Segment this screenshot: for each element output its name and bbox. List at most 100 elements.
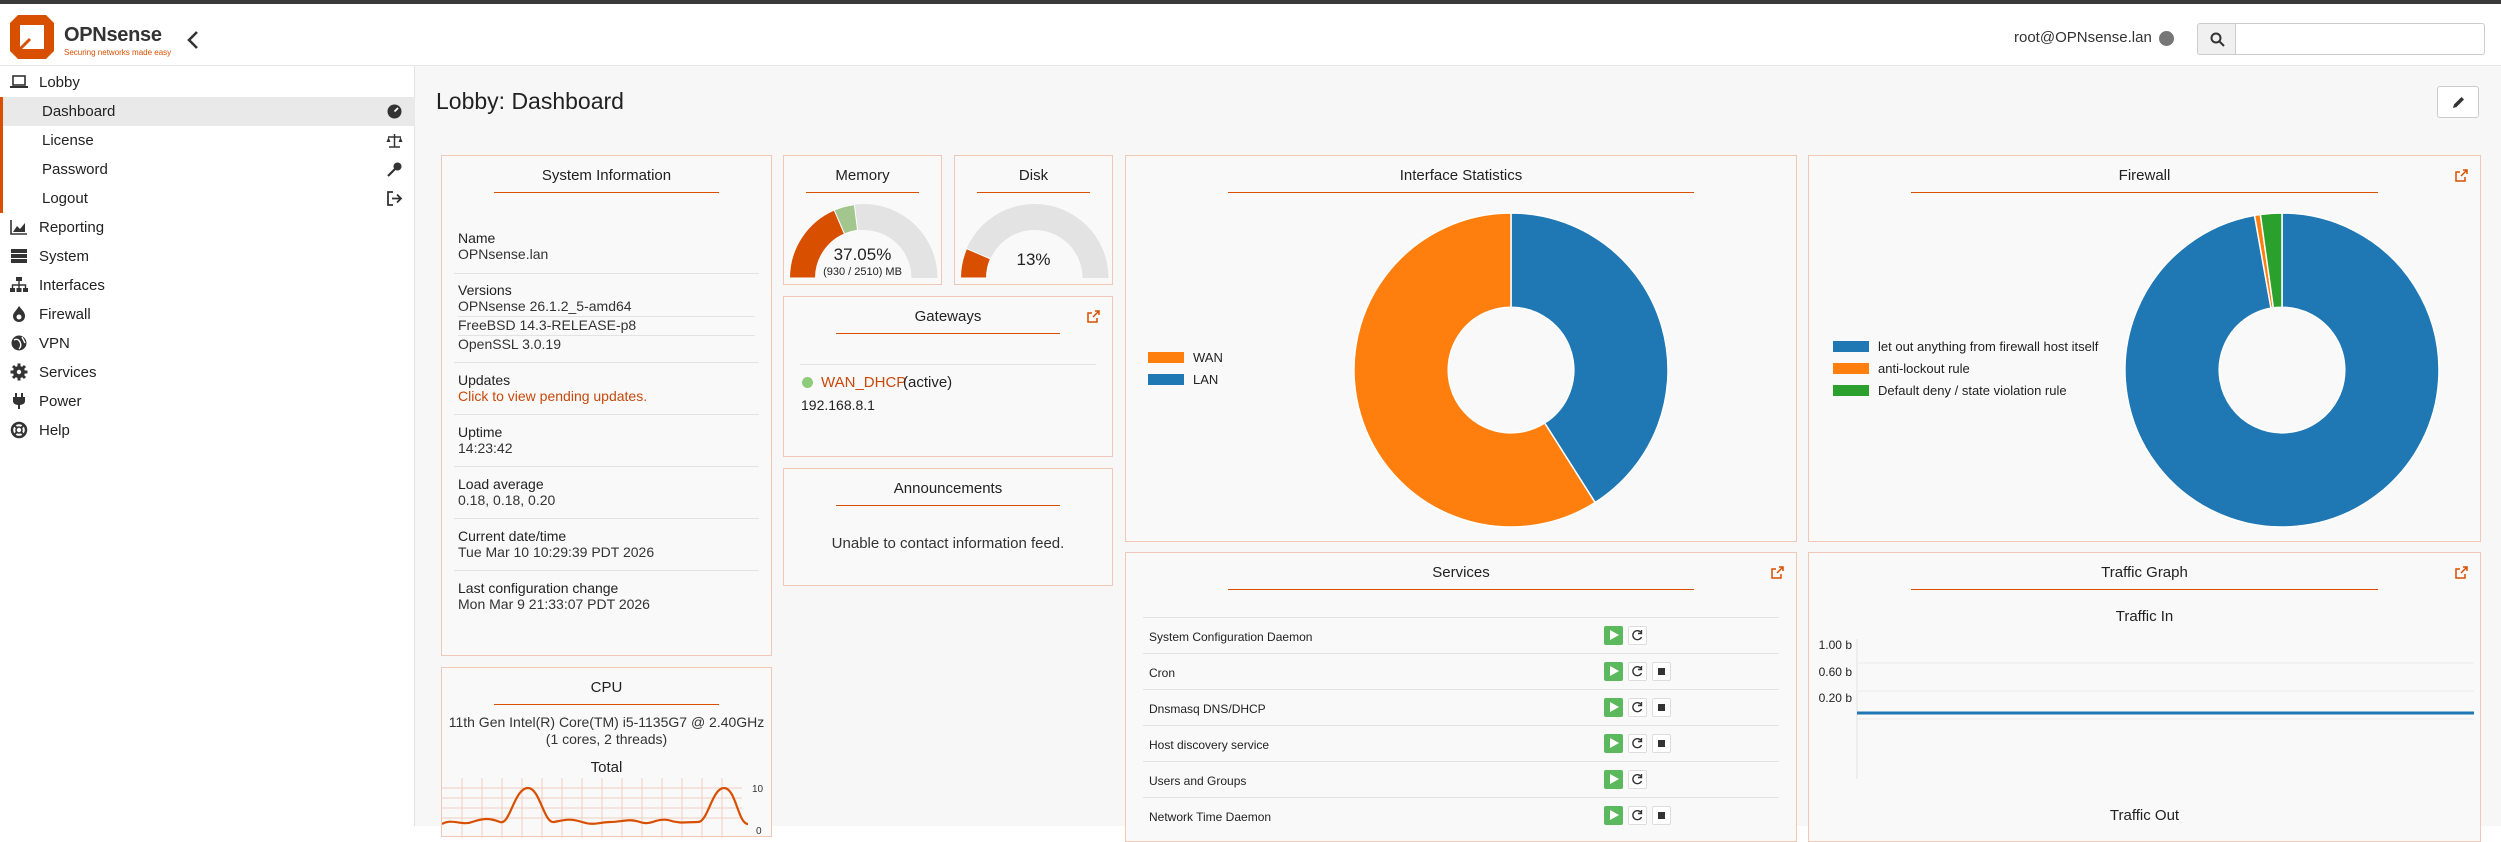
sidebar-item-label: System	[39, 248, 90, 265]
service-running-button[interactable]	[1604, 806, 1623, 825]
si-label: Current date/time	[458, 528, 567, 544]
cog-icon	[10, 363, 28, 381]
pie-slice[interactable]	[1510, 212, 1669, 504]
firewall-widget: Firewall let out anything from firewall …	[1808, 155, 2481, 542]
disk-percent: 13%	[1016, 250, 1051, 269]
si-value: Mon Mar 9 21:33:07 PDT 2026	[458, 596, 650, 612]
service-running-button[interactable]	[1604, 734, 1623, 753]
sidebar-item-interfaces[interactable]: Interfaces	[0, 271, 415, 300]
cpu-ytick-bottom: 0	[756, 826, 762, 837]
title-underline	[1228, 192, 1694, 193]
edit-dashboard-button[interactable]	[2437, 86, 2479, 118]
gateway-status-dot-icon	[802, 377, 813, 388]
sidebar-item-label: Firewall	[39, 306, 91, 323]
legend-label: LAN	[1193, 372, 1219, 387]
external-link-icon[interactable]	[1087, 310, 1100, 323]
si-load: Load average 0.18, 0.18, 0.20	[458, 476, 755, 508]
top-strip	[0, 0, 2501, 4]
sidebar-item-label: Help	[39, 422, 70, 439]
widget-title: Interface Statistics	[1399, 167, 1523, 184]
external-link-icon[interactable]	[2455, 169, 2468, 182]
legend-swatch	[1833, 385, 1869, 396]
widget-title: Firewall	[2118, 167, 2171, 184]
service-restart-button[interactable]	[1628, 734, 1647, 753]
status-dot-icon[interactable]	[2159, 31, 2174, 46]
widget-title: Traffic Graph	[2101, 564, 2188, 581]
restart-icon	[1632, 630, 1643, 641]
si-uptime: Uptime 14:23:42	[458, 424, 755, 456]
external-link-icon[interactable]	[2455, 566, 2468, 579]
title-underline	[1228, 589, 1694, 590]
sidebar-item-lobby[interactable]: Lobby	[0, 68, 415, 97]
sidebar-item-services[interactable]: Services	[0, 358, 415, 387]
chevron-left-icon[interactable]	[186, 30, 200, 50]
pie-slice[interactable]	[2259, 212, 2283, 309]
server-icon	[11, 249, 27, 263]
sidebar-item-label: License	[42, 132, 94, 149]
pie-slice[interactable]	[1353, 212, 1597, 528]
service-restart-button[interactable]	[1628, 770, 1647, 789]
divider	[454, 362, 759, 363]
divider	[454, 466, 759, 467]
disk-gauge	[959, 204, 1109, 279]
sitemap-icon	[10, 277, 28, 292]
service-stop-button[interactable]	[1652, 806, 1671, 825]
brand-tagline: Securing networks made easy	[64, 48, 172, 57]
cpu-graph-title: Total	[590, 759, 623, 776]
restart-icon	[1632, 666, 1643, 677]
search-input[interactable]	[2236, 23, 2485, 55]
legend-label: WAN	[1193, 350, 1223, 365]
opnsense-logo-icon[interactable]	[8, 13, 56, 61]
sidebar-item-power[interactable]: Power	[0, 387, 415, 416]
service-running-button[interactable]	[1604, 770, 1623, 789]
sidebar-item-reporting[interactable]: Reporting	[0, 213, 415, 242]
sidebar-item-password[interactable]: Password	[0, 155, 415, 184]
sidebar-item-label: Interfaces	[39, 277, 105, 294]
service-row: Users and Groups	[1143, 761, 1779, 797]
interface-statistics-donut	[1353, 212, 1669, 528]
si-value: OPNsense.lan	[458, 246, 549, 262]
service-stop-button[interactable]	[1652, 662, 1671, 681]
service-running-button[interactable]	[1604, 662, 1623, 681]
service-restart-button[interactable]	[1628, 698, 1647, 717]
sidebar-item-license[interactable]: License	[0, 126, 415, 155]
sidebar-item-label: Power	[39, 393, 82, 410]
traffic-in-graph: 1.00 b 0.60 b 0.20 b	[1819, 639, 2474, 779]
pending-updates-link[interactable]: Click to view pending updates.	[458, 388, 648, 404]
sidebar-item-dashboard[interactable]: Dashboard	[0, 97, 415, 126]
external-link-icon[interactable]	[1771, 566, 1784, 579]
sidebar-item-help[interactable]: Help	[0, 416, 415, 445]
announcements-widget: Announcements Unable to contact informat…	[783, 468, 1113, 586]
pencil-icon	[2453, 97, 2464, 108]
service-restart-button[interactable]	[1628, 806, 1647, 825]
title-underline	[1911, 192, 2378, 193]
sidebar-item-system[interactable]: System	[0, 242, 415, 271]
service-stop-button[interactable]	[1652, 698, 1671, 717]
gateway-name-link[interactable]: WAN_DHCP	[821, 374, 907, 391]
sidebar-item-vpn[interactable]: VPN	[0, 329, 415, 358]
widget-title: Gateways	[914, 308, 982, 325]
pie-slice[interactable]	[2124, 212, 2440, 528]
service-name: Dnsmasq DNS/DHCP	[1149, 702, 1266, 716]
traffic-graph-widget: Traffic Graph Traffic In 1.00 b 0.60 b 0…	[1808, 552, 2481, 842]
sidebar-item-logout[interactable]: Logout	[0, 184, 415, 213]
service-running-button[interactable]	[1604, 698, 1623, 717]
key-icon	[387, 162, 402, 177]
divider	[454, 414, 759, 415]
plug-icon	[13, 393, 25, 409]
service-stop-button[interactable]	[1652, 734, 1671, 753]
restart-icon	[1632, 774, 1643, 785]
si-value: OPNsense 26.1.2_5-amd64	[458, 298, 632, 314]
divider	[454, 518, 759, 519]
service-restart-button[interactable]	[1628, 662, 1647, 681]
legend-swatch	[1833, 341, 1869, 352]
si-label: Load average	[458, 476, 544, 492]
legend-label: Default deny / state violation rule	[1878, 383, 2067, 398]
si-value: 0.18, 0.18, 0.20	[458, 492, 556, 508]
service-restart-button[interactable]	[1628, 626, 1647, 645]
user-label[interactable]: root@OPNsense.lan	[2014, 29, 2152, 46]
memory-percent: 37.05%	[833, 245, 892, 264]
sidebar-item-firewall[interactable]: Firewall	[0, 300, 415, 329]
service-running-button[interactable]	[1604, 626, 1623, 645]
search-button[interactable]	[2197, 23, 2236, 55]
